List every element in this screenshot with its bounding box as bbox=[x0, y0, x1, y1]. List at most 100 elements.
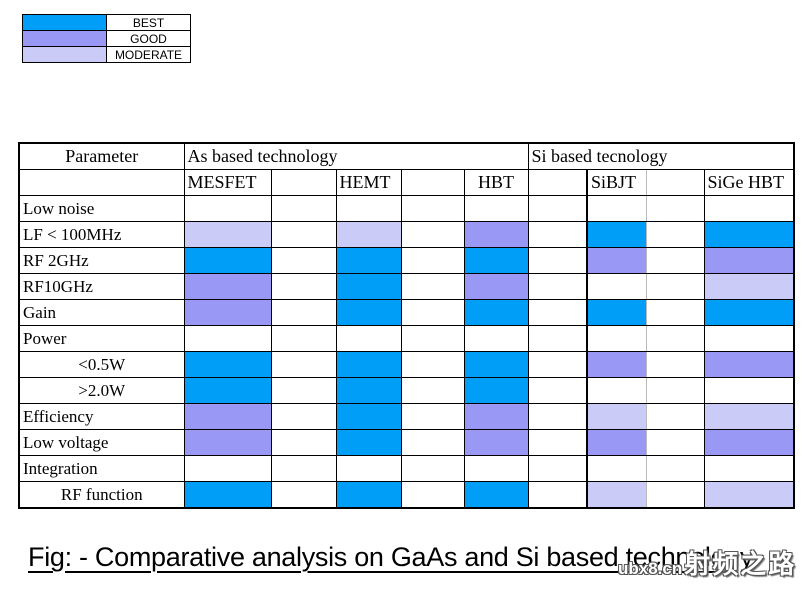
cell-hemt bbox=[335, 325, 402, 352]
cell-mesfet bbox=[183, 195, 272, 222]
spacer-cell bbox=[400, 299, 465, 326]
column-header-sibjt: SiBJT bbox=[586, 169, 647, 196]
spacer-cell bbox=[645, 481, 705, 509]
spacer-cell bbox=[645, 299, 705, 326]
legend-swatch-best bbox=[22, 14, 107, 31]
cell-hbt bbox=[463, 325, 529, 352]
row-label: Efficiency bbox=[18, 403, 185, 430]
cell-mesfet bbox=[183, 455, 272, 482]
spacer-cell bbox=[527, 403, 588, 430]
table-row: LF < 100MHz bbox=[18, 221, 795, 248]
spacer-cell bbox=[270, 325, 337, 352]
legend-body: BEST GOOD MODERATE bbox=[22, 14, 191, 63]
spacer-cell bbox=[527, 221, 588, 248]
cell-sibjt bbox=[586, 273, 647, 300]
cell-sibjt bbox=[586, 247, 647, 274]
cell-sige-hbt bbox=[703, 273, 795, 300]
spacer-cell bbox=[400, 377, 465, 404]
row-label: Gain bbox=[18, 299, 185, 326]
cell-hemt bbox=[335, 247, 402, 274]
table-row: <0.5W bbox=[18, 351, 795, 378]
cell-sibjt bbox=[586, 325, 647, 352]
row-label: >2.0W bbox=[18, 377, 185, 404]
cell-sige-hbt bbox=[703, 247, 795, 274]
cell-mesfet bbox=[183, 351, 272, 378]
header-parameter: Parameter bbox=[18, 142, 185, 170]
spacer-cell bbox=[270, 247, 337, 274]
column-header-sige-hbt: SiGe HBT bbox=[703, 169, 795, 196]
table-row: Low voltage bbox=[18, 429, 795, 456]
cell-sige-hbt bbox=[703, 299, 795, 326]
spacer-cell bbox=[527, 273, 588, 300]
spacer-cell bbox=[400, 455, 465, 482]
header-blank-cell bbox=[18, 169, 185, 196]
spacer-cell bbox=[400, 481, 465, 509]
cell-sige-hbt bbox=[703, 195, 795, 222]
cell-sige-hbt bbox=[703, 481, 795, 509]
legend-swatch-moderate bbox=[22, 46, 107, 63]
cell-sige-hbt bbox=[703, 429, 795, 456]
spacer-cell bbox=[527, 481, 588, 509]
watermark-site: ubx8.cn bbox=[618, 559, 683, 578]
spacer-cell bbox=[527, 429, 588, 456]
column-header-hemt: HEMT bbox=[335, 169, 402, 196]
spacer-cell bbox=[270, 221, 337, 248]
cell-mesfet bbox=[183, 429, 272, 456]
watermark: ubx8.cn 射频之路 bbox=[618, 544, 796, 581]
spacer-cell bbox=[645, 221, 705, 248]
spacer-cell bbox=[645, 429, 705, 456]
section-header-row: Parameter As based technology Si based t… bbox=[18, 142, 795, 170]
table-body: Parameter As based technology Si based t… bbox=[18, 142, 795, 509]
spacer-cell bbox=[645, 273, 705, 300]
cell-hemt bbox=[335, 351, 402, 378]
row-label: RF function bbox=[18, 481, 185, 509]
spacer-cell bbox=[645, 351, 705, 378]
figure-caption: Fig: - Comparative analysis on GaAs and … bbox=[28, 542, 754, 572]
table-row: Integration bbox=[18, 455, 795, 482]
header-si-section: Si based tecnology bbox=[527, 142, 795, 170]
table-row: Efficiency bbox=[18, 403, 795, 430]
column-header-hbt: HBT bbox=[463, 169, 529, 196]
cell-hbt bbox=[463, 403, 529, 430]
cell-sige-hbt bbox=[703, 377, 795, 404]
cell-hemt bbox=[335, 481, 402, 509]
spacer-cell bbox=[400, 273, 465, 300]
spacer-cell bbox=[400, 429, 465, 456]
spacer-cell bbox=[527, 195, 588, 222]
cell-mesfet bbox=[183, 325, 272, 352]
table-row: Gain bbox=[18, 299, 795, 326]
legend: BEST GOOD MODERATE bbox=[22, 14, 191, 63]
spacer-cell bbox=[400, 403, 465, 430]
row-label: <0.5W bbox=[18, 351, 185, 378]
spacer-cell bbox=[645, 377, 705, 404]
cell-sibjt bbox=[586, 403, 647, 430]
cell-sibjt bbox=[586, 195, 647, 222]
legend-row: GOOD bbox=[22, 30, 191, 47]
cell-hemt bbox=[335, 221, 402, 248]
spacer-cell bbox=[400, 351, 465, 378]
spacer-cell bbox=[645, 403, 705, 430]
cell-sibjt bbox=[586, 221, 647, 248]
row-label: Integration bbox=[18, 455, 185, 482]
cell-mesfet bbox=[183, 221, 272, 248]
cell-sibjt bbox=[586, 377, 647, 404]
cell-hbt bbox=[463, 195, 529, 222]
cell-sige-hbt bbox=[703, 325, 795, 352]
spacer-cell bbox=[645, 195, 705, 222]
table-row: RF10GHz bbox=[18, 273, 795, 300]
legend-swatch-good bbox=[22, 30, 107, 47]
spacer-cell bbox=[527, 299, 588, 326]
column-header-mesfet: MESFET bbox=[183, 169, 272, 196]
cell-sibjt bbox=[586, 351, 647, 378]
spacer-cell bbox=[270, 377, 337, 404]
row-label: Power bbox=[18, 325, 185, 352]
spacer-cell bbox=[400, 221, 465, 248]
legend-label: GOOD bbox=[106, 30, 191, 47]
device-header-row: MESFET HEMT HBT SiBJT SiGe HBT bbox=[18, 169, 795, 196]
cell-sibjt bbox=[586, 429, 647, 456]
spacer-cell bbox=[400, 247, 465, 274]
cell-mesfet bbox=[183, 377, 272, 404]
spacer-cell bbox=[527, 351, 588, 378]
cell-sige-hbt bbox=[703, 403, 795, 430]
cell-hemt bbox=[335, 299, 402, 326]
